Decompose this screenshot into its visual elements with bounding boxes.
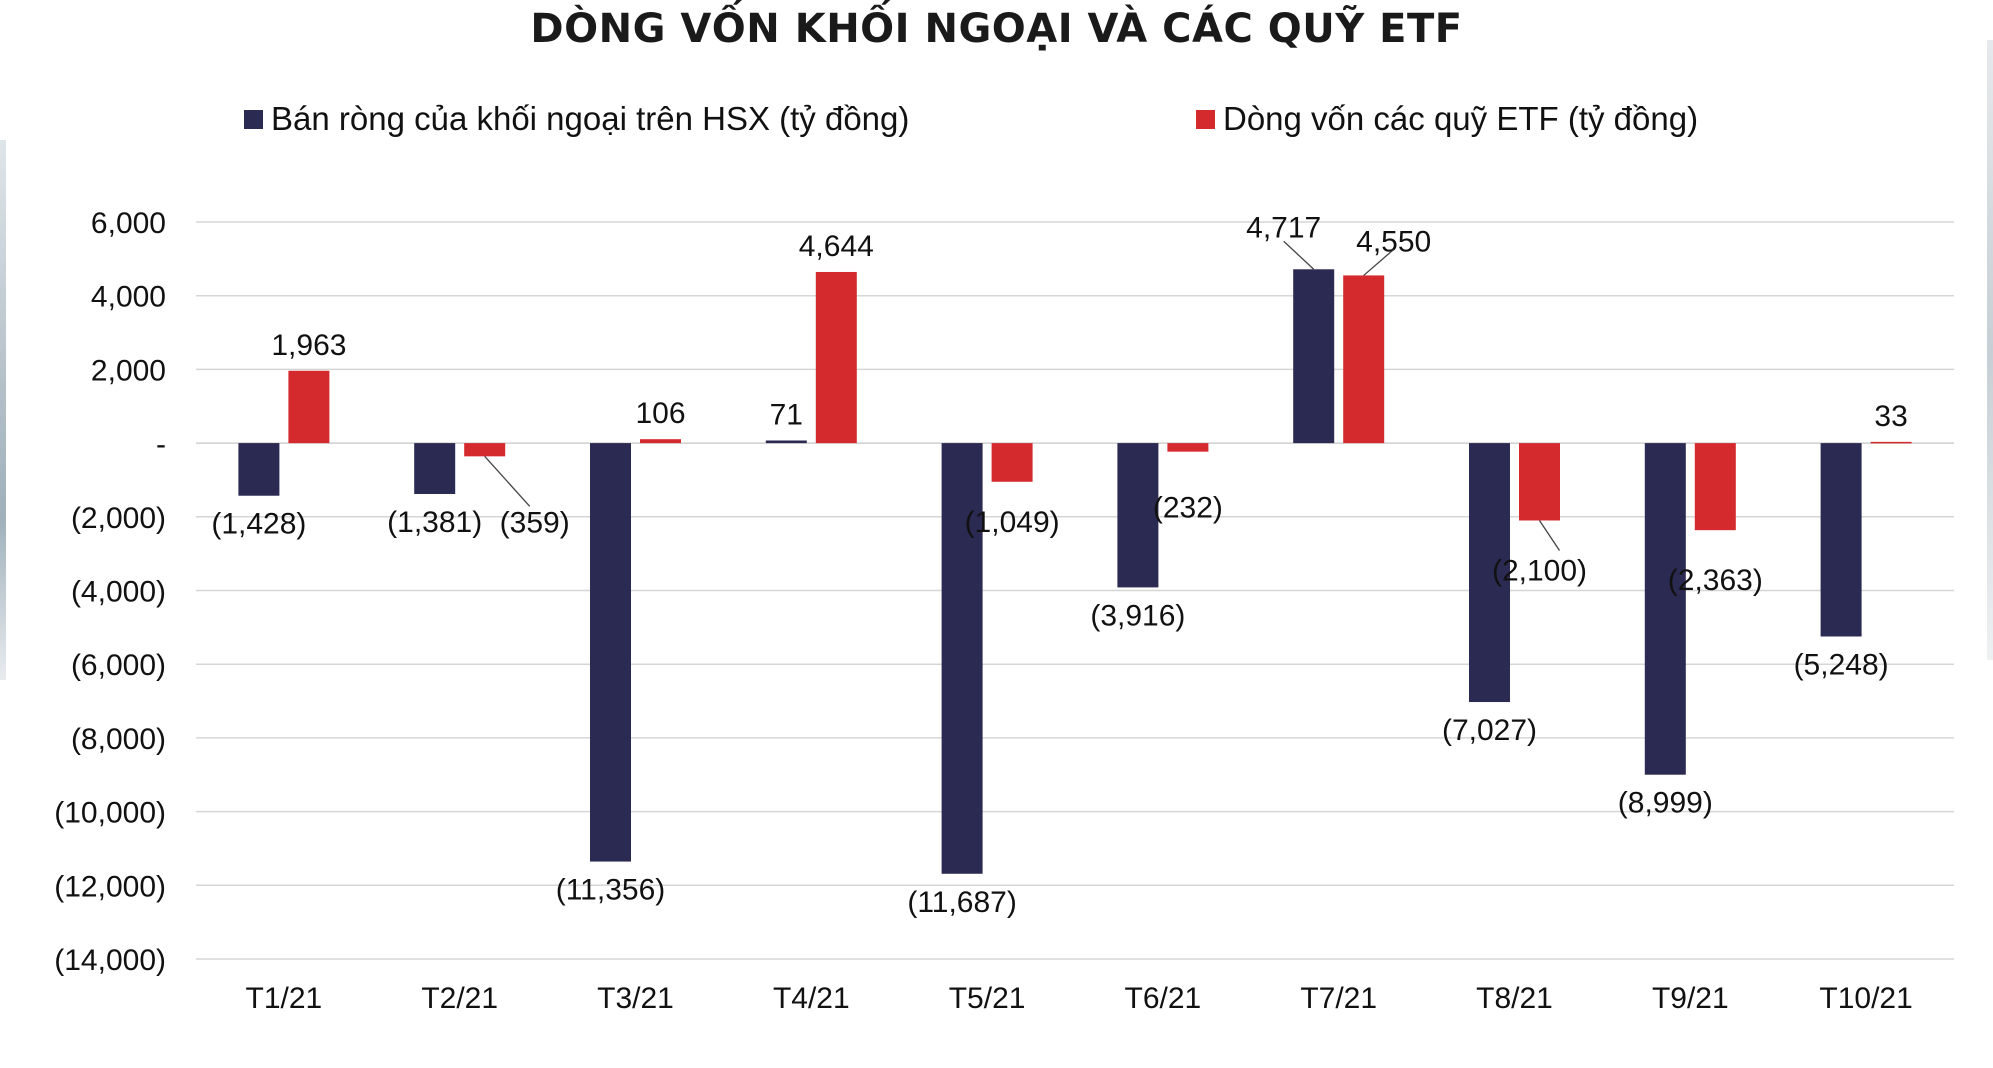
bar-etf-flow [1870, 441, 1912, 444]
legend-label-etf: Dòng vốn các quỹ ETF (tỷ đồng) [1223, 100, 1699, 137]
data-label: (8,999) [1618, 787, 1713, 820]
y-tick-label: (10,000) [54, 797, 166, 830]
y-tick-label: 4,000 [91, 281, 166, 314]
legend-label-foreign: Bán ròng của khối ngoại trên HSX (tỷ đồn… [271, 100, 910, 137]
data-label: (5,248) [1794, 648, 1889, 681]
leader-line [1538, 520, 1561, 551]
x-tick-label: T5/21 [949, 982, 1026, 1015]
bar-foreign-net-sell [590, 443, 631, 862]
data-label: 33 [1874, 400, 1907, 433]
data-label: (2,100) [1492, 554, 1587, 587]
bar-etf-flow [1343, 275, 1385, 444]
data-label: (232) [1153, 492, 1223, 525]
legend-swatch-etf [1196, 109, 1215, 129]
y-tick-label: (6,000) [71, 649, 166, 682]
left-edge-decoration [0, 140, 6, 680]
data-label: 4,644 [799, 230, 874, 263]
y-tick-label: (14,000) [54, 944, 166, 977]
data-label: (3,916) [1090, 599, 1185, 632]
legend-swatch-foreign [244, 109, 263, 129]
leader-line [484, 455, 531, 507]
y-tick-label: (4,000) [71, 576, 166, 609]
y-tick-label: (2,000) [71, 502, 166, 535]
bar-foreign-net-sell [1644, 443, 1686, 775]
data-label: (1,049) [965, 506, 1060, 539]
x-tick-label: T10/21 [1819, 982, 1912, 1015]
y-tick-label: 6,000 [91, 207, 166, 240]
legend-item-etf-flow: Dòng vốn các quỹ ETF (tỷ đồng) [1196, 100, 1698, 138]
bar-foreign-net-sell [238, 443, 280, 496]
data-label: (7,027) [1442, 714, 1537, 747]
y-tick-label: 2,000 [91, 354, 166, 387]
leader-line [1363, 248, 1395, 276]
x-tick-label: T4/21 [773, 982, 850, 1015]
bar-etf-flow [288, 370, 330, 444]
bar-etf-flow [464, 443, 506, 457]
data-label: (359) [500, 506, 570, 539]
bar-foreign-net-sell [941, 443, 983, 874]
x-tick-label: T3/21 [597, 982, 674, 1015]
legend-item-foreign-net-sell: Bán ròng của khối ngoại trên HSX (tỷ đồn… [244, 100, 909, 138]
y-tick-label: (12,000) [54, 870, 166, 903]
x-tick-label: T9/21 [1652, 982, 1729, 1015]
data-label: 4,550 [1356, 225, 1431, 258]
data-label: (2,363) [1668, 564, 1763, 597]
data-label: 106 [635, 397, 685, 430]
x-tick-label: T2/21 [421, 982, 498, 1015]
x-tick-label: T7/21 [1300, 982, 1377, 1015]
bar-foreign-net-sell [765, 440, 807, 444]
bar-foreign-net-sell [1293, 269, 1335, 444]
bar-etf-flow [815, 271, 857, 444]
x-tick-label: T6/21 [1125, 982, 1202, 1015]
data-label: (11,687) [907, 886, 1017, 919]
y-tick-label: (8,000) [71, 723, 166, 756]
bar-etf-flow [1167, 443, 1209, 452]
bar-foreign-net-sell [1820, 443, 1862, 637]
x-tick-label: T8/21 [1476, 982, 1553, 1015]
bar-etf-flow [1519, 443, 1560, 521]
bar-etf-flow [1694, 443, 1736, 531]
bar-foreign-net-sell [1117, 443, 1159, 588]
data-label: 4,717 [1246, 211, 1321, 244]
bar-etf-flow [640, 439, 681, 444]
data-label: (1,428) [211, 508, 306, 541]
bar-foreign-net-sell [1469, 443, 1510, 703]
bar-etf-flow [991, 443, 1033, 482]
data-label: 1,963 [271, 329, 346, 362]
data-label: (11,356) [556, 874, 666, 907]
data-label: (1,381) [387, 506, 482, 539]
y-tick-label: - [156, 428, 166, 461]
data-label: 71 [770, 398, 803, 431]
right-edge-decoration [1987, 40, 1993, 660]
x-tick-label: T1/21 [246, 982, 323, 1015]
leader-line [1283, 240, 1315, 270]
bar-foreign-net-sell [414, 443, 456, 494]
chart-title: DÒNG VỐN KHỐI NGOẠI VÀ CÁC QUỸ ETF [530, 6, 1463, 52]
